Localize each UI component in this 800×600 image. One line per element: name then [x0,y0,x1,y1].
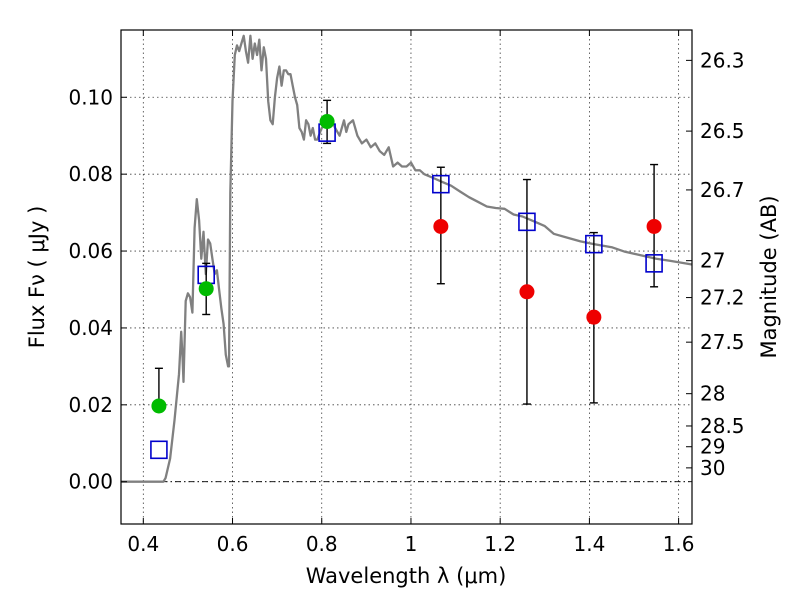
x-tick-label: 1.2 [484,532,516,556]
model-flux-box [518,212,536,232]
plot-frame [120,29,693,525]
right-tick-label: 28 [700,382,725,406]
model-flux-box [585,234,603,254]
y-tick-label: 0.04 [68,316,113,340]
y-tick-label: 0.08 [68,162,113,186]
y-tick-label: 0.10 [68,85,113,109]
x-axis-label: Wavelength λ (μm) [306,564,507,588]
y-axis-label: Flux Fν ( μJy ) [25,206,49,349]
model-flux-box [150,440,168,460]
right-axis-label: Magnitude (AB) [757,195,781,358]
y-tick-label: 0.06 [68,239,113,263]
right-tick-label: 29 [700,435,725,459]
right-tick-label: 30 [700,456,725,480]
y-tick-labels: 0.00 0.02 0.04 0.06 0.08 0.10 [68,85,113,493]
model-flux-box [432,174,450,194]
right-tick-label: 27 [700,249,725,273]
model-spectrum [121,34,693,483]
red-flux-point [586,309,602,325]
right-tick-label: 28.5 [700,414,745,438]
green-flux-point [198,281,214,297]
data-markers [150,113,663,460]
x-tick-labels: 0.4 0.6 0.8 1 1.2 1.4 1.6 [127,532,694,556]
axis-ticks [121,30,692,524]
grid [121,30,692,524]
x-tick-label: 1 [405,532,418,556]
red-flux-point [646,218,662,234]
right-tick-label: 27.2 [700,286,745,310]
green-flux-point [319,113,335,129]
right-tick-label: 27.5 [700,330,745,354]
x-tick-label: 0.4 [127,532,159,556]
x-tick-label: 1.6 [663,532,695,556]
model-flux-box [645,254,663,273]
model-spectrum-line [121,34,693,483]
x-tick-label: 0.8 [306,532,338,556]
y-tick-label: 0.02 [68,393,113,417]
y-tick-label: 0.00 [68,470,113,494]
right-tick-label: 26.3 [700,48,745,72]
red-flux-point [519,284,535,300]
red-flux-point [433,218,449,234]
x-tick-label: 1.4 [573,532,605,556]
x-tick-label: 0.6 [217,532,249,556]
right-tick-label: 26.5 [700,119,745,143]
green-flux-point [151,398,167,414]
right-tick-label: 26.7 [700,178,745,202]
